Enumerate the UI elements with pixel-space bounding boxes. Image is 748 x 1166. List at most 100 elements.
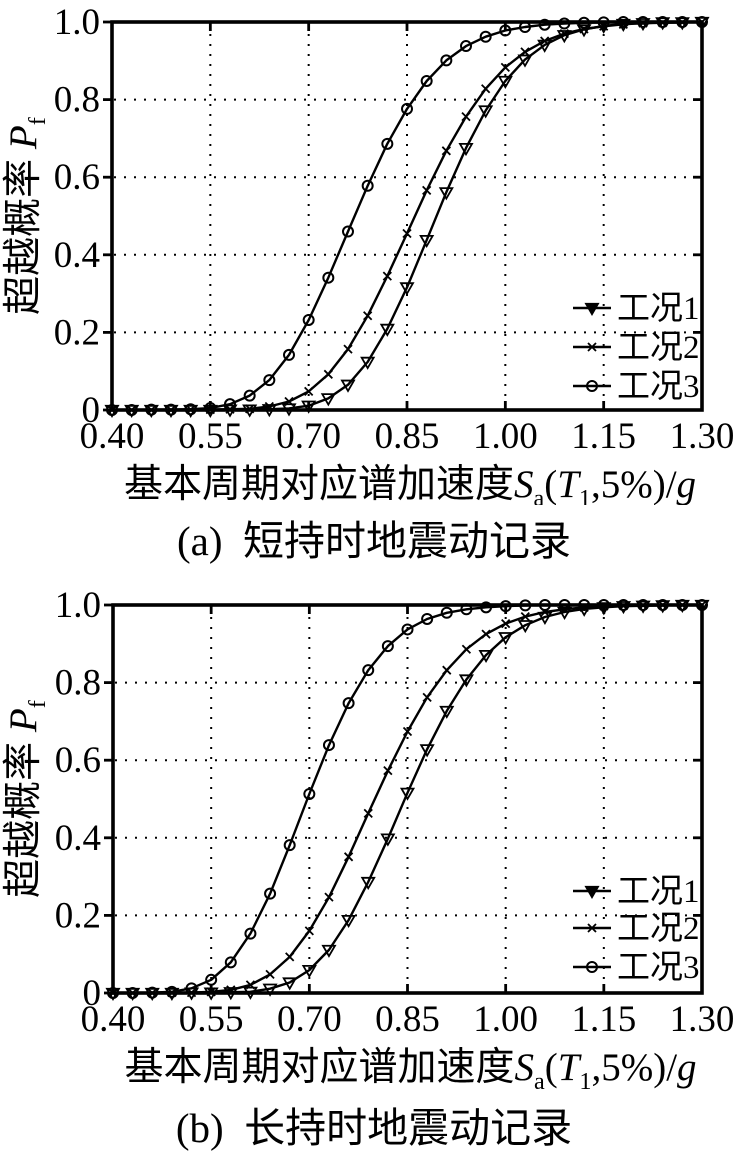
x-marker [587, 923, 597, 933]
legend-label: 工况3 [617, 369, 700, 405]
x-marker [264, 401, 274, 412]
x-marker [559, 29, 569, 39]
circle-marker [283, 348, 295, 361]
x-tick-label: 0.85 [375, 416, 440, 457]
triangle-down-marker [321, 944, 337, 958]
triangle-down-marker [262, 983, 278, 997]
circle-marker [165, 985, 178, 998]
triangle-down-marker [379, 323, 395, 337]
plot-frame [111, 603, 704, 995]
triangle-down-marker [360, 356, 376, 370]
x-marker [206, 987, 216, 997]
circle-marker [244, 927, 257, 940]
legend-item-1: 工况1 [573, 291, 700, 327]
circle-marker [479, 30, 492, 43]
caption-b: (b) 长持时地震动记录 [175, 1105, 573, 1151]
circle-marker [637, 16, 649, 28]
triangle-down-marker [301, 400, 317, 414]
circle-marker [538, 599, 551, 611]
circle-marker [676, 599, 689, 611]
x-marker [226, 985, 236, 995]
x-tick-label: 0.55 [179, 999, 244, 1040]
y-tick-label: 1.0 [55, 585, 101, 626]
circle-marker [204, 402, 217, 415]
x-tick-label: 1.15 [571, 416, 636, 457]
x-axis-label: 基本周期对应谱加速度Sa(T1,5%)/g [124, 1046, 696, 1090]
circle-marker [224, 398, 236, 411]
x-axis-label: 基本周期对应谱加速度Sa(T1,5%)/g [124, 463, 696, 505]
x-tick-label: 0.85 [375, 999, 440, 1040]
circle-marker [578, 599, 591, 611]
circle-marker [263, 374, 276, 387]
y-tick-label: 0.4 [55, 818, 101, 859]
circle-marker [264, 887, 277, 900]
legend-label: 工况1 [617, 291, 700, 327]
x-tick-label: 1.15 [571, 999, 636, 1040]
triangle-down-marker [380, 833, 396, 847]
circle-marker [420, 74, 433, 87]
circle-marker [558, 599, 571, 611]
x-marker [304, 386, 314, 397]
y-tick-label: 0 [83, 973, 102, 1014]
x-marker [363, 808, 373, 818]
circle-marker [401, 102, 413, 115]
legend-label: 工况3 [617, 950, 700, 986]
x-marker [520, 47, 530, 57]
series-3-line [113, 603, 702, 995]
x-marker [324, 892, 334, 902]
circle-marker [586, 961, 598, 973]
circle-marker [184, 403, 197, 416]
grid [114, 24, 700, 408]
x-marker [500, 62, 510, 73]
circle-marker [401, 623, 414, 636]
triangle-down-marker [301, 965, 317, 979]
x-marker [343, 852, 354, 862]
triangle-down-marker [517, 54, 533, 68]
x-marker [285, 952, 295, 962]
x-tick-label: 0.40 [81, 999, 146, 1040]
circle-marker [637, 599, 650, 611]
circle-marker [676, 16, 689, 28]
figure-a: 工况1 工况2 工况3 0.40 0.55 0.70 0.85 1.00 1.15 1.30 0 0.… [0, 0, 748, 570]
circle-marker [381, 640, 394, 653]
circle-marker [224, 956, 237, 969]
triangle-down-marker [635, 600, 651, 614]
y-tick-label: 0.8 [54, 80, 100, 121]
x-tick-label: 1.30 [670, 999, 735, 1040]
circle-marker [499, 24, 512, 37]
legend-label: 工况2 [617, 330, 700, 366]
circle-marker [381, 137, 394, 150]
x-tick-label: 0.55 [178, 416, 243, 457]
x-marker [284, 396, 294, 407]
triangle-down-marker [478, 105, 494, 119]
circle-marker [126, 987, 139, 999]
axis-ticks [103, 20, 704, 412]
circle-marker [322, 739, 335, 752]
triangle-down-marker [584, 885, 600, 900]
x-marker [363, 311, 373, 321]
legend-item-1: 工况1 [573, 874, 700, 910]
triangle-down-marker [439, 705, 455, 719]
circle-marker [617, 16, 630, 28]
circle-marker [519, 599, 532, 612]
circle-marker [303, 787, 316, 800]
circle-marker [185, 982, 198, 995]
circle-marker [107, 987, 119, 999]
x-marker [442, 665, 452, 675]
circle-marker [499, 600, 512, 613]
triangle-down-marker [282, 977, 298, 991]
circle-marker [656, 599, 669, 611]
x-marker [520, 612, 530, 622]
triangle-down-marker [419, 234, 435, 249]
y-tick-label: 0.6 [55, 740, 101, 781]
y-axis-label: 超越概率 Pf [2, 116, 51, 315]
triangle-down-marker [498, 632, 514, 646]
circle-marker [165, 403, 177, 416]
plot-frame [110, 20, 704, 412]
x-marker [587, 342, 597, 352]
triangle-down-marker [320, 393, 336, 407]
triangle-down-marker [164, 987, 180, 1002]
